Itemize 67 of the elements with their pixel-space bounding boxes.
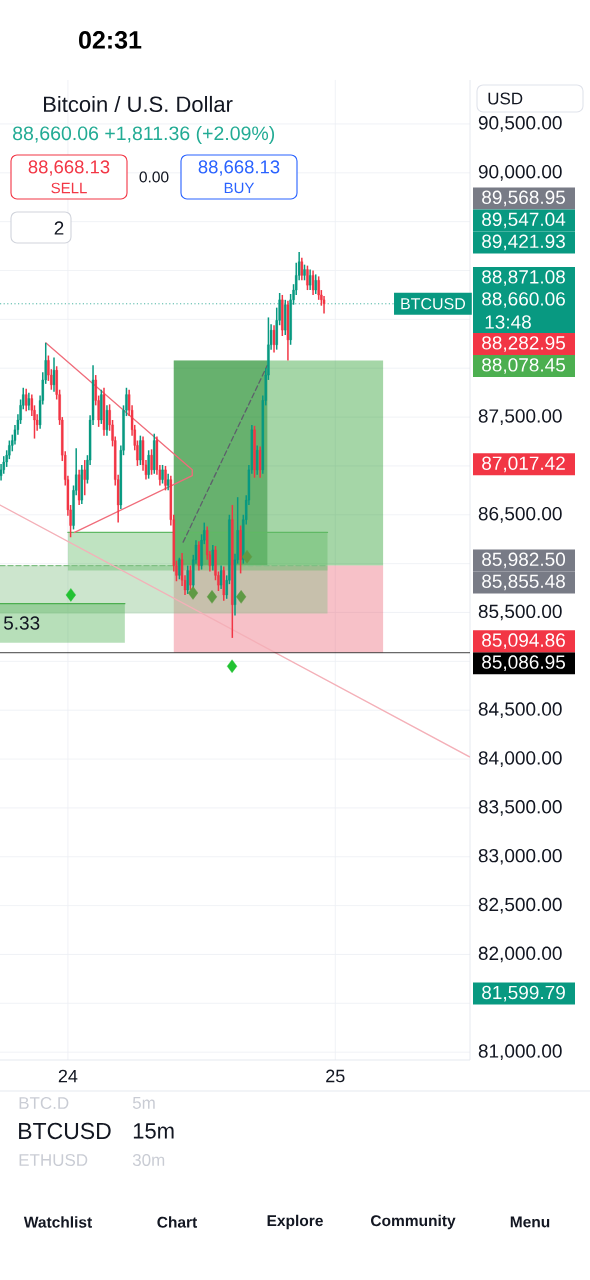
text: 85,855.48 — [482, 574, 565, 591]
candlestick — [150, 448, 153, 476]
candlestick — [83, 459, 86, 496]
candlestick — [161, 464, 164, 485]
text: 85,094.86 — [482, 633, 565, 650]
text: 85,982.50 — [482, 552, 566, 569]
y-tick-label: 82,000.00 — [478, 946, 562, 963]
line-series — [45, 342, 193, 534]
point — [187, 586, 199, 600]
text: Explore — [267, 1214, 323, 1230]
annotation: 88,668.13 — [28, 160, 110, 176]
y-tick-label: 90,500.00 — [478, 116, 562, 132]
x-tick-label: 24 — [58, 1069, 78, 1083]
annotation: 0.00 — [139, 171, 169, 183]
annotation: 5.33 — [3, 616, 40, 630]
annotation: 88,668.13 — [198, 160, 280, 176]
ref-line-label: 85,086.95 — [482, 655, 565, 672]
text: 15m — [133, 1123, 174, 1139]
candlestick — [311, 269, 315, 296]
text: Community — [371, 1214, 456, 1230]
text: 88,660.06 +1,811.36 (+2.09%) — [13, 125, 275, 145]
point — [241, 550, 253, 564]
ref-line-label: 88,660.06 — [482, 292, 565, 308]
y-tick-label: 83,000.00 — [478, 848, 562, 865]
text: 88,078.45 — [482, 358, 565, 374]
point — [65, 588, 76, 602]
text: USD — [488, 92, 523, 105]
candlestick — [306, 264, 309, 291]
text: 88,282.95 — [482, 336, 565, 352]
point — [206, 590, 218, 604]
text: 87,017.42 — [482, 456, 565, 473]
y-tick-label: 84,000.00 — [478, 751, 562, 767]
y-tick-label: 85,500.00 — [478, 604, 562, 621]
text: 81,599.79 — [482, 985, 565, 1002]
y-tick-label: 90,000.00 — [478, 164, 562, 181]
text: Menu — [510, 1216, 550, 1228]
text: 89,568.95 — [482, 190, 565, 207]
annotation: BTCUSD — [401, 298, 466, 310]
x-tick-label: 25 — [326, 1069, 345, 1083]
text: 88,871.08 — [482, 270, 565, 286]
annotation: 2 — [54, 221, 64, 235]
point — [236, 590, 247, 604]
annotation: BUY — [224, 182, 255, 194]
y-tick-label: 84,500.00 — [478, 702, 562, 719]
text: 13:48 — [485, 315, 531, 329]
candlestick — [147, 449, 150, 480]
candlestick — [308, 268, 312, 291]
candlestick — [189, 564, 192, 591]
candlestick — [314, 273, 317, 295]
y-tick-label: 83,500.00 — [478, 800, 562, 816]
y-tick-label: 82,500.00 — [478, 897, 562, 914]
text: Bitcoin / U.S. Dollar — [44, 95, 233, 113]
candlestick — [239, 524, 242, 575]
text: 89,421.93 — [482, 234, 565, 251]
text: Chart — [157, 1216, 198, 1228]
text: Watchlist — [23, 1216, 92, 1228]
candlestick — [255, 444, 259, 476]
y-tick-label: 87,500.00 — [478, 409, 562, 425]
point — [226, 659, 238, 673]
candlestick — [303, 263, 306, 282]
text: 02:31 — [79, 31, 142, 49]
text: BTCUSD — [19, 1122, 111, 1140]
y-tick-label: 86,500.00 — [478, 506, 562, 523]
y-tick-label: 81,000.00 — [478, 1044, 562, 1061]
candlestick — [186, 564, 189, 595]
annotation: SELL — [51, 182, 87, 194]
text: 89,547.04 — [482, 212, 566, 229]
